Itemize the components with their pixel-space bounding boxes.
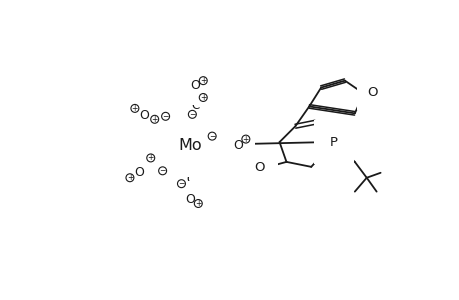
Text: +: +	[147, 153, 154, 162]
Text: O: O	[232, 139, 242, 152]
Text: O: O	[367, 86, 377, 99]
Text: −: −	[178, 179, 184, 188]
Text: +: +	[242, 135, 248, 144]
Text: +: +	[200, 76, 206, 85]
Text: C: C	[211, 139, 219, 152]
Text: C: C	[158, 119, 167, 132]
Text: C: C	[154, 155, 162, 168]
Text: C: C	[186, 173, 194, 186]
Text: −: −	[189, 110, 195, 119]
Text: −: −	[162, 112, 168, 121]
Text: −: −	[159, 166, 165, 175]
Text: +: +	[200, 93, 206, 102]
Text: P: P	[329, 136, 337, 148]
Text: O: O	[190, 79, 200, 92]
Text: −: −	[208, 132, 215, 141]
Text: O: O	[254, 161, 264, 174]
Text: O: O	[185, 193, 195, 206]
Text: C: C	[191, 99, 199, 112]
Text: +: +	[127, 173, 133, 182]
Text: Mo: Mo	[178, 137, 202, 152]
Text: +: +	[195, 199, 201, 208]
Text: +: +	[131, 104, 138, 113]
Text: +: +	[151, 115, 157, 124]
Text: O: O	[139, 109, 148, 122]
Text: O: O	[134, 166, 144, 179]
